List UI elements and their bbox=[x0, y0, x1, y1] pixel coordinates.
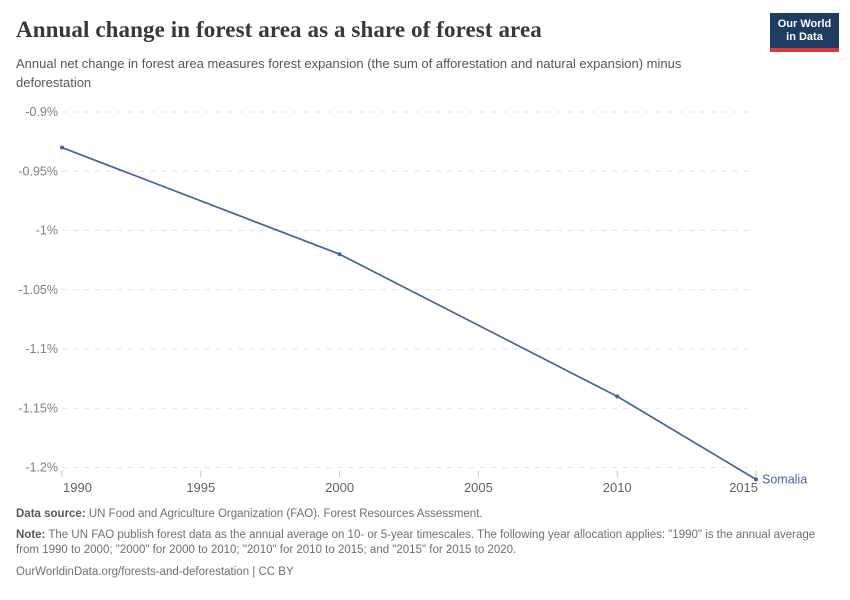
y-axis-tick-label: -1.1% bbox=[25, 342, 58, 356]
x-axis-tick-label: 2005 bbox=[464, 480, 493, 495]
y-axis-tick-label: -1.05% bbox=[18, 283, 58, 297]
series-line[interactable] bbox=[61, 146, 757, 481]
owid-logo[interactable]: Our World in Data bbox=[770, 13, 839, 52]
owid-logo-line1: Our World bbox=[777, 18, 832, 30]
note-line: Note: The UN FAO publish forest data as … bbox=[16, 528, 838, 558]
data-source-line: Data source: UN Food and Agriculture Org… bbox=[16, 507, 838, 522]
note-label: Note: bbox=[16, 529, 46, 541]
data-source-label: Data source: bbox=[16, 508, 86, 520]
y-axis-tick-label: -1% bbox=[36, 224, 58, 238]
page-title: Annual change in forest area as a share … bbox=[16, 17, 542, 42]
license-label: CC BY bbox=[258, 566, 294, 578]
y-axis-tick-label: -0.95% bbox=[18, 164, 58, 178]
chart-footer: Data source: UN Food and Agriculture Org… bbox=[16, 507, 838, 580]
y-axis-tick-label: -0.9% bbox=[25, 105, 58, 119]
data-point[interactable] bbox=[60, 145, 64, 150]
owid-logo-line2: in Data bbox=[786, 31, 823, 43]
x-axis-tick-label: 1995 bbox=[186, 480, 215, 495]
owid-url-link[interactable]: OurWorldinData.org/forests-and-deforesta… bbox=[16, 566, 250, 578]
license-line: OurWorldinData.org/forests-and-deforesta… bbox=[16, 565, 838, 580]
license-separator: | bbox=[249, 566, 259, 578]
y-axis-tick-label: -1.2% bbox=[25, 461, 58, 475]
data-point[interactable] bbox=[754, 477, 758, 482]
data-source-text: UN Food and Agriculture Organization (FA… bbox=[85, 508, 483, 520]
x-axis-tick-label: 2000 bbox=[325, 480, 354, 495]
x-axis-tick-label: 2015 bbox=[729, 480, 758, 495]
x-axis-tick-label: 2010 bbox=[603, 480, 632, 495]
series-end-label[interactable]: Somalia bbox=[762, 472, 807, 486]
x-axis-tick-label: 1990 bbox=[63, 480, 92, 495]
note-text: The UN FAO publish forest data as the an… bbox=[16, 529, 816, 556]
data-point[interactable] bbox=[615, 394, 620, 399]
y-axis-tick-label: -1.15% bbox=[18, 401, 58, 415]
chart-subtitle: Annual net change in forest area measure… bbox=[16, 56, 682, 90]
data-point[interactable] bbox=[337, 252, 342, 257]
